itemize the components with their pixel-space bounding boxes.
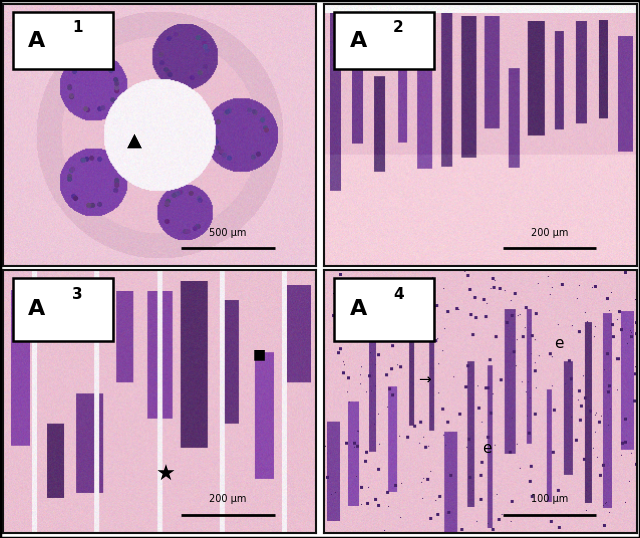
Text: A: A (28, 300, 45, 320)
FancyBboxPatch shape (13, 278, 113, 341)
Text: A: A (349, 300, 367, 320)
Text: 3: 3 (72, 287, 83, 302)
Text: 2: 2 (393, 20, 404, 35)
Text: ■: ■ (253, 347, 266, 361)
Text: 1: 1 (72, 20, 83, 35)
Text: 200 μm: 200 μm (531, 228, 568, 238)
Text: →: → (418, 373, 431, 388)
Text: 4: 4 (393, 287, 404, 302)
Text: 100 μm: 100 μm (531, 494, 568, 504)
FancyBboxPatch shape (13, 12, 113, 69)
Text: ▲: ▲ (127, 131, 142, 150)
Text: 500 μm: 500 μm (209, 228, 247, 238)
FancyBboxPatch shape (334, 12, 434, 69)
Text: A: A (28, 31, 45, 51)
Text: e: e (482, 441, 492, 456)
FancyBboxPatch shape (334, 278, 434, 341)
Text: A: A (349, 31, 367, 51)
Text: e: e (554, 336, 563, 351)
Text: 200 μm: 200 μm (209, 494, 247, 504)
Text: ★: ★ (156, 465, 175, 485)
